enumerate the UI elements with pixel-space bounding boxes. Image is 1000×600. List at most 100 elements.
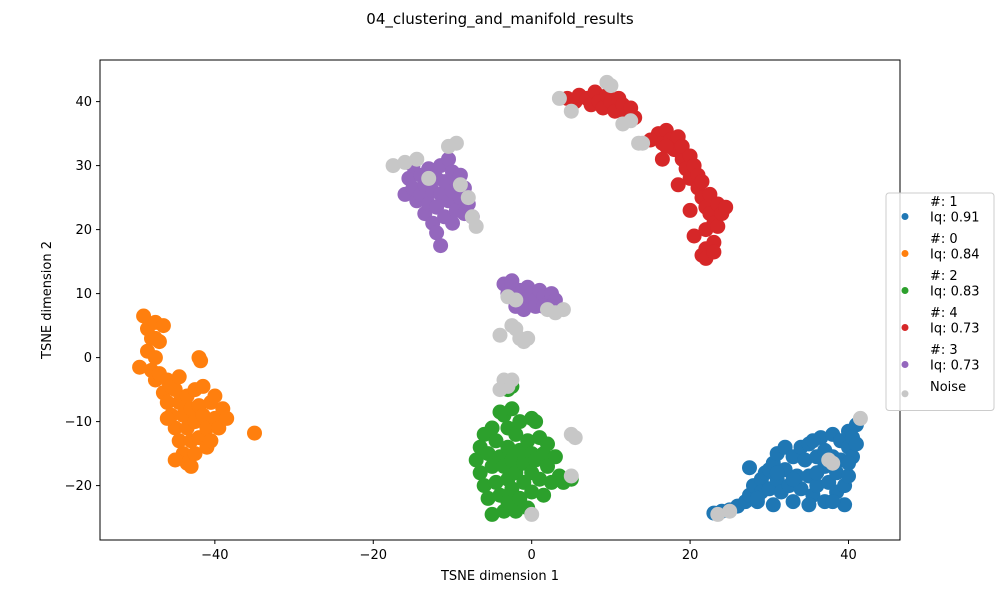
data-point (805, 433, 821, 449)
data-point (563, 103, 579, 119)
data-point (504, 401, 520, 417)
y-tick-label: 10 (75, 287, 92, 302)
data-point (492, 382, 508, 398)
data-point (524, 410, 540, 426)
data-point (508, 503, 524, 519)
data-point (159, 410, 175, 426)
data-point (155, 318, 171, 334)
series-3 (559, 84, 734, 266)
data-point (171, 369, 187, 385)
data-point (765, 497, 781, 513)
legend-marker (901, 287, 909, 294)
data-point (749, 490, 765, 506)
legend-marker (901, 250, 909, 257)
data-point (452, 177, 468, 193)
data-point (524, 506, 540, 522)
data-point (195, 407, 211, 423)
data-point (195, 378, 211, 394)
data-point (809, 465, 825, 481)
series-1 (132, 308, 262, 474)
data-point (484, 420, 500, 436)
legend-box (885, 192, 995, 411)
data-point (722, 503, 738, 519)
data-point (468, 218, 484, 234)
legend-marker (901, 213, 909, 220)
data-point (187, 446, 203, 462)
data-point (136, 308, 152, 324)
x-tick-label: 40 (840, 548, 857, 563)
x-tick-label: 0 (528, 548, 536, 563)
data-point (658, 138, 674, 154)
series-2 (468, 378, 579, 522)
data-point (219, 410, 235, 426)
data-point (536, 487, 552, 503)
data-point (488, 474, 504, 490)
y-axis-title: TSNE dimension 2 (40, 241, 55, 360)
legend-label: #: 0 (930, 232, 958, 247)
data-point (848, 436, 864, 452)
data-point (500, 439, 516, 455)
data-point (547, 449, 563, 465)
data-point (488, 433, 504, 449)
data-point (635, 135, 651, 151)
legend-label: Iq: 0.83 (930, 285, 980, 300)
data-point (247, 425, 262, 441)
data-point (520, 330, 536, 346)
legend-label: Iq: 0.73 (930, 322, 980, 337)
legend-label: #: 4 (930, 306, 958, 321)
data-point (429, 225, 445, 241)
data-point (555, 302, 571, 318)
legend-label: #: 3 (930, 343, 958, 358)
data-point (785, 494, 801, 510)
data-point (742, 460, 757, 476)
data-point (670, 177, 686, 193)
data-point (532, 471, 548, 487)
data-point (837, 497, 853, 513)
data-point (183, 458, 199, 474)
data-point (841, 468, 856, 484)
data-point (769, 465, 785, 481)
data-point (385, 158, 401, 174)
data-point (203, 433, 219, 449)
data-point (147, 330, 163, 346)
data-point (524, 484, 540, 500)
x-tick-label: −40 (201, 548, 228, 563)
data-point (460, 190, 476, 206)
chart-title: 04_clustering_and_manifold_results (366, 10, 634, 29)
data-point (686, 228, 702, 244)
legend-label: Iq: 0.91 (930, 211, 980, 226)
legend: #: 1Iq: 0.91 #: 0Iq: 0.84 #: 2Iq: 0.83 #: 4… (885, 192, 995, 411)
data-point (785, 471, 801, 487)
data-point (797, 452, 813, 468)
data-point (397, 154, 413, 170)
data-point (801, 497, 817, 513)
data-point (409, 151, 425, 167)
legend-label: Noise (930, 380, 966, 395)
data-point (623, 113, 639, 129)
legend-marker (901, 390, 909, 398)
data-point (207, 388, 223, 404)
data-point (445, 215, 460, 231)
data-point (480, 446, 496, 462)
data-point (520, 433, 536, 449)
data-point (147, 350, 163, 366)
data-point (710, 218, 726, 234)
x-tick-label: −20 (360, 548, 387, 563)
points-layer (132, 74, 868, 522)
y-tick-label: 0 (84, 351, 92, 366)
data-point (504, 273, 520, 289)
data-point (508, 292, 524, 308)
data-point (167, 382, 183, 398)
legend-label: Iq: 0.84 (930, 248, 980, 263)
data-point (476, 478, 492, 494)
legend-label: Iq: 0.73 (930, 359, 980, 374)
data-point (484, 506, 500, 522)
data-point (492, 404, 508, 420)
data-point (825, 494, 841, 510)
y-tick-label: 30 (75, 159, 92, 174)
x-tick-label: 20 (682, 548, 699, 563)
data-point (441, 151, 456, 167)
data-point (193, 353, 209, 369)
data-point (682, 202, 698, 218)
